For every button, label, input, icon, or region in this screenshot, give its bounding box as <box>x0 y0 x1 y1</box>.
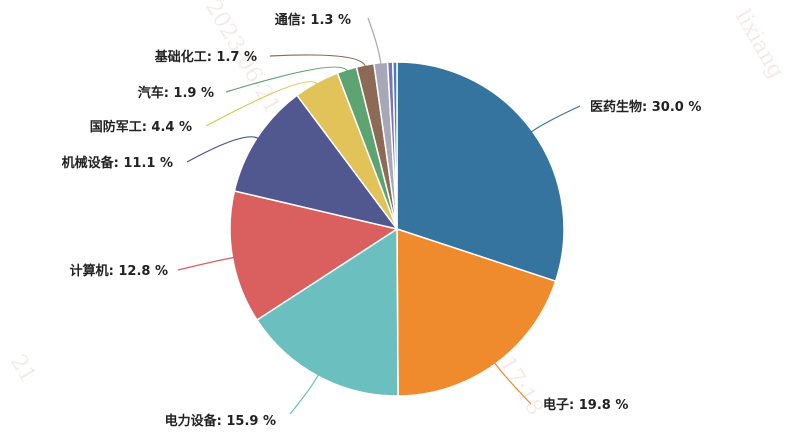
leader-lines <box>177 17 581 415</box>
slice-label: 通信: 1.3 % <box>275 12 351 28</box>
leader-line <box>289 374 320 415</box>
slice-label: 医药生物: 30.0 % <box>590 99 701 115</box>
slice-label: 汽车: 1.9 % <box>138 85 214 101</box>
slice-label: 电力设备: 15.9 % <box>165 413 276 429</box>
leader-line <box>205 81 318 127</box>
leader-line <box>269 54 367 68</box>
slice-label: 基础化工: 1.7 % <box>154 49 257 65</box>
watermark-text: lixiang <box>730 6 789 83</box>
slice-label: 机械设备: 11.1 % <box>62 155 173 171</box>
leader-line <box>493 362 532 405</box>
leader-line <box>225 66 348 93</box>
slice-label: 国防军工: 4.4 % <box>90 119 192 135</box>
pie-slices <box>229 61 565 397</box>
slice-label: 计算机: 12.8 % <box>70 263 168 279</box>
leader-line <box>177 256 235 271</box>
leader-line <box>186 136 260 163</box>
leader-line <box>367 17 382 65</box>
slice-label: 电子: 19.8 % <box>543 397 628 413</box>
leader-line <box>530 105 581 133</box>
watermark-text: 21 <box>5 351 41 388</box>
slice-labels: 医药生物: 30.0 % 电子: 19.8 % 电力设备: 15.9 % 计算机: 1… <box>62 12 702 429</box>
pie-slice-unlabeled <box>392 61 398 230</box>
